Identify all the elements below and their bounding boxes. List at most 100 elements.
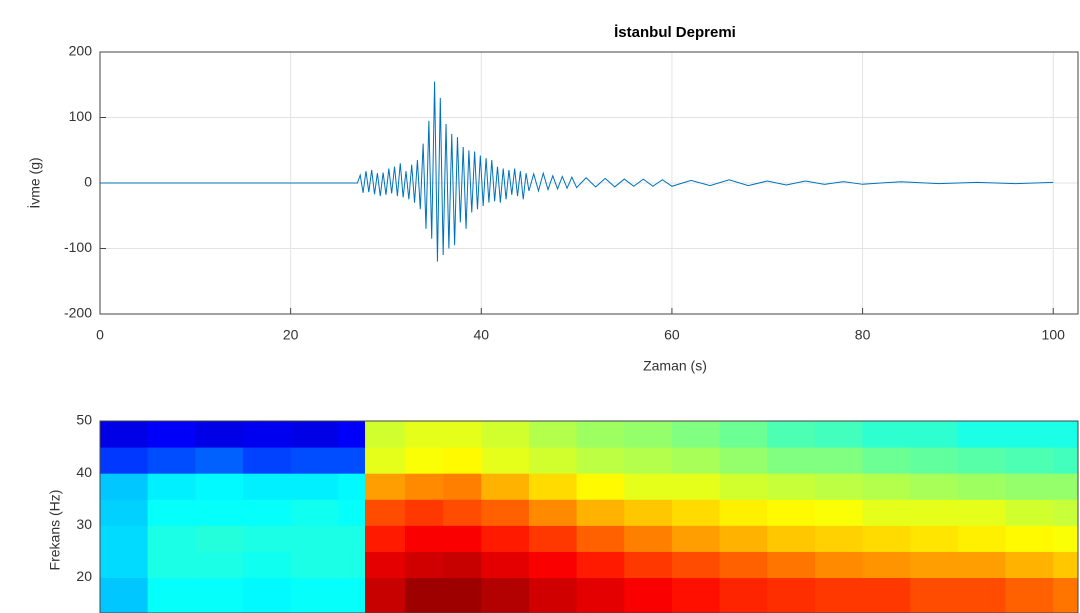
- heatmap-cell: [814, 499, 864, 526]
- heatmap-cell: [576, 577, 625, 613]
- heatmap-cell: [338, 551, 366, 579]
- heatmap-cell: [242, 473, 292, 500]
- heatmap-cell: [767, 577, 816, 613]
- heatmap-cell: [1053, 447, 1079, 474]
- heatmap-cell: [528, 499, 578, 526]
- y-axis-label: İvme (g): [26, 157, 43, 208]
- heatmap-cell: [1053, 577, 1079, 613]
- heatmap-cell: [528, 525, 578, 552]
- heatmap-cell: [624, 551, 673, 579]
- heatmap-cell: [443, 551, 482, 579]
- heatmap-cell: [405, 499, 444, 526]
- heatmap-cell: [1053, 421, 1079, 448]
- heatmap-cell: [242, 551, 292, 579]
- heatmap-cell: [1005, 525, 1054, 552]
- heatmap-cell: [576, 499, 625, 526]
- heatmap-cell: [719, 473, 768, 500]
- heatmap-cell: [443, 473, 482, 500]
- heatmap-cell: [147, 525, 196, 552]
- heatmap-cell: [862, 447, 911, 474]
- heatmap-cell: [1053, 499, 1079, 526]
- heatmap-cell: [195, 551, 244, 579]
- heatmap-cell: [242, 499, 292, 526]
- heatmap-cell: [405, 447, 444, 474]
- heatmap-cell: [290, 551, 339, 579]
- heatmap-cell: [1053, 551, 1079, 579]
- heatmap-cell: [1053, 473, 1079, 500]
- y-tick-label: 20: [76, 568, 92, 584]
- heatmap-cell: [576, 551, 625, 579]
- heatmap-cell: [862, 421, 911, 448]
- heatmap-cell: [405, 577, 444, 613]
- heatmap-cell: [910, 551, 959, 579]
- heatmap-cell: [862, 525, 911, 552]
- heatmap-cell: [290, 447, 339, 474]
- heatmap-cell: [957, 499, 1007, 526]
- x-tick-label: 0: [96, 327, 104, 343]
- heatmap-cell: [814, 421, 864, 448]
- heatmap-cell: [481, 499, 530, 526]
- waveform: [100, 81, 1054, 262]
- heatmap-cell: [957, 447, 1007, 474]
- y-tick-label: 40: [76, 464, 92, 480]
- heatmap-cell: [195, 577, 244, 613]
- heatmap-cell: [862, 551, 911, 579]
- heatmap-cell: [443, 499, 482, 526]
- heatmap-cell: [100, 447, 149, 474]
- heatmap-cell: [364, 447, 406, 474]
- heatmap-cell: [405, 473, 444, 500]
- x-tick-label: 60: [664, 327, 680, 343]
- heatmap-cell: [719, 421, 768, 448]
- heatmap-cell: [719, 577, 768, 613]
- heatmap-cell: [576, 421, 625, 448]
- heatmap-cell: [195, 525, 244, 552]
- heatmap-cell: [671, 447, 721, 474]
- heatmap-cell: [814, 525, 864, 552]
- heatmap-cell: [957, 551, 1007, 579]
- heatmap-cell: [481, 551, 530, 579]
- heatmap-cell: [290, 577, 339, 613]
- heatmap-cell: [195, 447, 244, 474]
- heatmap-cell: [481, 525, 530, 552]
- heatmap-cell: [443, 577, 482, 613]
- heatmap-cell: [624, 499, 673, 526]
- heatmap-cell: [338, 473, 366, 500]
- heatmap-cell: [671, 499, 721, 526]
- heatmap-cell: [1005, 577, 1054, 613]
- heatmap-cell: [338, 577, 366, 613]
- heatmap-cell: [767, 499, 816, 526]
- heatmap-cell: [242, 421, 292, 448]
- heatmap-cell: [671, 577, 721, 613]
- heatmap-cell: [671, 551, 721, 579]
- y-tick-label: -200: [64, 305, 92, 321]
- heatmap-cell: [719, 499, 768, 526]
- heatmap-cell: [100, 421, 149, 448]
- axes-frame: [99, 420, 1079, 613]
- heatmap-cell: [862, 499, 911, 526]
- heatmap-cell: [528, 551, 578, 579]
- heatmap-cell: [290, 473, 339, 500]
- heatmap-cell: [405, 421, 444, 448]
- heatmap-cell: [624, 525, 673, 552]
- heatmap-cell: [364, 421, 406, 448]
- x-tick-label: 80: [855, 327, 871, 343]
- heatmap-cell: [814, 473, 864, 500]
- heatmap-cell: [767, 551, 816, 579]
- heatmap-cell: [481, 473, 530, 500]
- heatmap-cell: [195, 499, 244, 526]
- heatmap-cell: [767, 421, 816, 448]
- heatmap-cell: [719, 525, 768, 552]
- heatmap-cell: [242, 525, 292, 552]
- axes-frame: [99, 51, 1079, 315]
- heatmap-cell: [338, 525, 366, 552]
- x-tick-label: 20: [283, 327, 299, 343]
- heatmap-cell: [910, 447, 959, 474]
- heatmap-cell: [624, 473, 673, 500]
- y-tick-label: 50: [76, 412, 92, 428]
- heatmap-cell: [443, 421, 482, 448]
- heatmap-cell: [671, 421, 721, 448]
- heatmap-cell: [576, 525, 625, 552]
- y-tick-label: 30: [76, 516, 92, 532]
